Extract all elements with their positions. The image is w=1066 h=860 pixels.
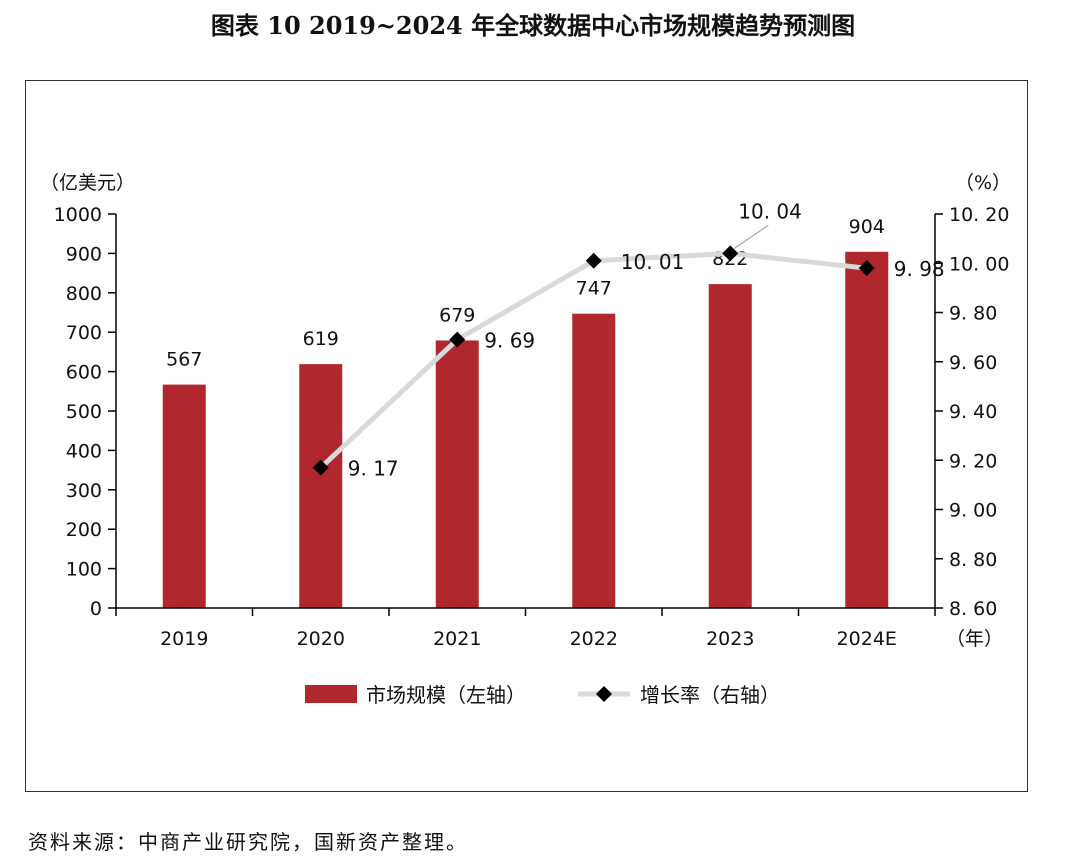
bar-value-label: 747 xyxy=(576,278,612,300)
left-tick-label: 300 xyxy=(66,480,102,502)
x-tick-label: 2022 xyxy=(570,628,618,650)
growth-marker xyxy=(722,245,739,262)
growth-marker xyxy=(585,252,602,269)
left-tick-label: 1000 xyxy=(54,204,102,226)
left-tick-label: 200 xyxy=(66,519,102,541)
chart-frame xyxy=(25,80,1028,792)
growth-value-label: 10. 04 xyxy=(738,199,802,223)
left-tick-label: 500 xyxy=(66,401,102,423)
legend-swatch-marker xyxy=(596,686,612,702)
growth-value-label: 9. 98 xyxy=(894,257,945,281)
right-tick-label: 9. 00 xyxy=(949,500,997,522)
growth-value-label: 9. 69 xyxy=(484,329,535,353)
bar-value-label: 679 xyxy=(439,304,475,326)
left-tick-label: 0 xyxy=(90,598,102,620)
left-tick-label: 100 xyxy=(66,559,102,581)
right-tick-label: 9. 60 xyxy=(949,352,997,374)
left-tick-label: 600 xyxy=(66,362,102,384)
label-leader-line xyxy=(733,224,769,249)
right-tick-label: 8. 60 xyxy=(949,598,997,620)
right-tick-label: 10. 20 xyxy=(949,204,1009,226)
legend-label-bar: 市场规模（左轴） xyxy=(366,683,526,707)
bar xyxy=(845,251,889,608)
bar-value-label: 904 xyxy=(849,216,885,238)
growth-value-label: 9. 17 xyxy=(348,457,399,481)
x-tick-label: 2019 xyxy=(160,628,208,650)
right-tick-label: 9. 40 xyxy=(949,401,997,423)
x-tick-label: 2023 xyxy=(706,628,754,650)
x-tick-label: 2024E xyxy=(837,628,897,650)
growth-value-label: 10. 01 xyxy=(621,250,685,274)
left-tick-label: 800 xyxy=(66,283,102,305)
legend-label-line: 增长率（右轴） xyxy=(640,683,780,707)
bar xyxy=(708,284,752,608)
bar xyxy=(435,340,479,608)
x-tick-label: 2021 xyxy=(433,628,481,650)
left-tick-label: 700 xyxy=(66,322,102,344)
right-tick-label: 9. 20 xyxy=(949,450,997,472)
x-tick-label: 2020 xyxy=(297,628,345,650)
page-title: 图表 10 2019~2024 年全球数据中心市场规模趋势预测图 xyxy=(210,11,856,40)
right-tick-label: 8. 80 xyxy=(949,549,997,571)
bar xyxy=(162,384,206,608)
growth-marker xyxy=(449,331,466,348)
bar-value-label: 619 xyxy=(303,328,339,350)
source-note: 资料来源：中商产业研究院，国新资产整理。 xyxy=(28,830,468,854)
right-tick-label: 10. 00 xyxy=(949,253,1009,275)
left-tick-label: 400 xyxy=(66,440,102,462)
left-tick-label: 900 xyxy=(66,243,102,265)
growth-marker xyxy=(312,459,329,476)
bar-value-label: 567 xyxy=(166,349,202,371)
x-axis-unit: （年） xyxy=(946,628,1003,650)
bar xyxy=(299,364,343,608)
bar xyxy=(572,313,616,608)
growth-marker xyxy=(858,260,875,277)
right-tick-label: 9. 80 xyxy=(949,303,997,325)
right-axis-unit: （%） xyxy=(955,172,1011,194)
legend-swatch-bar xyxy=(305,685,357,703)
left-axis-unit: （亿美元） xyxy=(40,172,135,194)
